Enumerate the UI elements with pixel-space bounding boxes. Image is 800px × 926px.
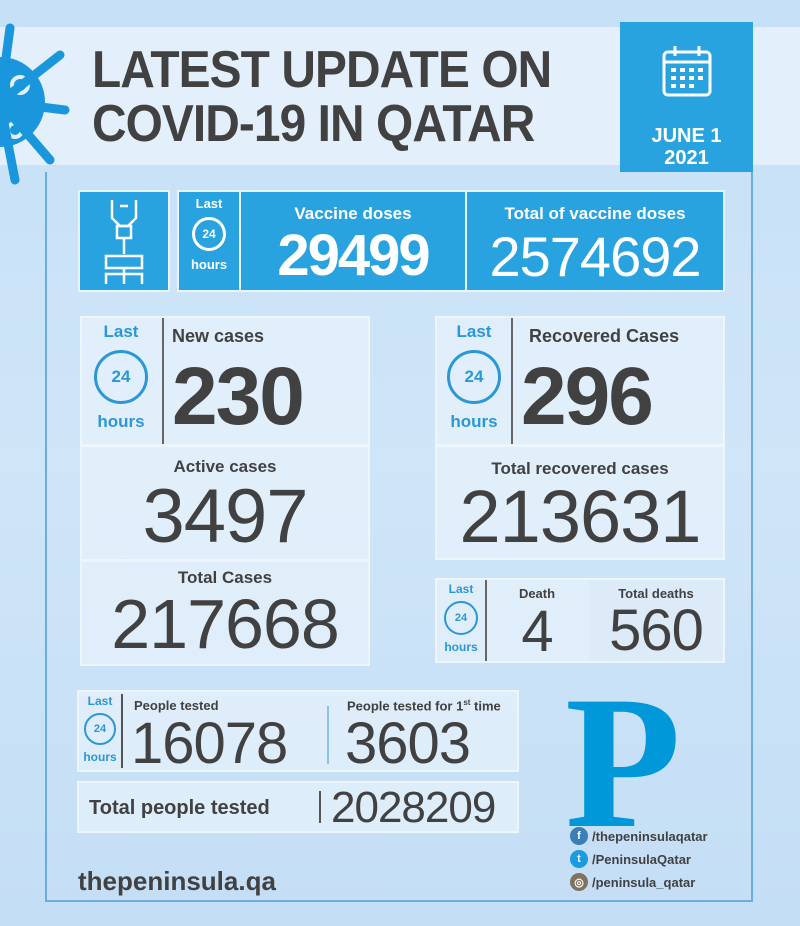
vaccine-total-value: 2574692 <box>489 225 701 288</box>
twitter-link[interactable]: t/PeninsulaQatar <box>570 850 691 868</box>
vaccine-daily-box: Last 24 hours Vaccine doses 29499 <box>177 190 467 292</box>
facebook-handle: /thepeninsulaqatar <box>592 828 708 844</box>
new-cases-box: Last 24 hours New cases 230 <box>80 316 370 446</box>
content-frame <box>45 172 753 902</box>
date-box: JUNE 1 2021 <box>620 22 753 172</box>
divider <box>121 694 123 768</box>
badge-hours: hours <box>444 640 478 654</box>
vaccine-icon-box <box>78 190 170 292</box>
badge-last: Last <box>195 196 223 211</box>
clock-24-icon: 24 <box>447 350 501 404</box>
instagram-icon: ◎ <box>570 873 588 891</box>
calendar-icon <box>662 46 711 97</box>
divider <box>319 791 321 823</box>
death-label: Death <box>518 586 556 601</box>
total-cases-label: Total Cases <box>177 568 273 587</box>
total-cases-box: Total Cases 217668 <box>80 560 370 666</box>
tests-box: Last 24 hours People tested 16078 People t… <box>77 690 519 776</box>
total-deaths-value: 560 <box>609 598 704 663</box>
last-24-badge: Last 24 hours <box>79 694 121 764</box>
clock-24-icon: 24 <box>94 350 148 404</box>
title-line-1: LATEST UPDATE ON <box>92 41 552 99</box>
deaths-box: Last 24 hours Death 4 Total deaths 560 <box>435 578 725 664</box>
first-time-value: 3603 <box>345 711 471 776</box>
people-tested-label: People tested <box>134 698 219 713</box>
new-cases-label: New cases <box>172 326 265 346</box>
badge-hours: hours <box>83 750 117 764</box>
total-tested-box: Total people tested 2028209 <box>77 781 519 833</box>
title-line-2: COVID-19 IN QATAR <box>92 95 535 153</box>
recovered-box: Last 24 hours Recovered Cases 296 <box>435 316 725 446</box>
clock-24-icon: 24 <box>444 601 478 635</box>
peninsula-logo: P <box>565 658 682 868</box>
twitter-icon: t <box>570 850 588 868</box>
first-time-label-text: People tested for 1 <box>347 698 464 714</box>
divider <box>327 706 329 764</box>
vaccine-daily-label: Vaccine doses <box>294 204 412 223</box>
vaccine-total-label: Total of vaccine doses <box>504 204 686 223</box>
total-cases-value: 217668 <box>111 585 340 663</box>
total-recovered-box: Total recovered cases 213631 <box>435 445 725 560</box>
virus-icon <box>0 23 70 185</box>
instagram-handle: /peninsula_qatar <box>592 874 696 890</box>
divider <box>511 318 513 444</box>
badge-last: Last <box>448 582 474 596</box>
last-24-badge: Last 24 hours <box>437 322 511 432</box>
badge-hours: hours <box>190 257 228 272</box>
badge-last: Last <box>87 694 113 708</box>
total-recovered-label: Total recovered cases <box>491 459 669 478</box>
last-24-badge: Last 24 hours <box>437 582 485 654</box>
people-tested-value: 16078 <box>131 711 288 776</box>
total-tested-value: 2028209 <box>331 783 496 832</box>
page-title: LATEST UPDATE ON COVID-19 IN QATAR <box>92 41 552 153</box>
active-cases-value: 3497 <box>142 474 308 559</box>
recovered-label: Recovered Cases <box>529 326 680 346</box>
last-24-badge: Last 24 hours <box>179 192 241 290</box>
instagram-link[interactable]: ◎/peninsula_qatar <box>570 873 695 891</box>
facebook-icon: f <box>570 827 588 845</box>
vaccine-total-box: Total of vaccine doses 2574692 <box>465 190 725 292</box>
divider <box>485 580 487 661</box>
date-day: JUNE 1 <box>651 125 722 147</box>
total-deaths-cell: Total deaths 560 <box>589 580 723 661</box>
twitter-handle: /PeninsulaQatar <box>592 851 691 867</box>
badge-last: Last <box>103 322 139 341</box>
badge-hours: hours <box>450 412 498 431</box>
active-cases-box: Active cases 3497 <box>80 445 370 561</box>
total-deaths-label: Total deaths <box>618 586 694 601</box>
first-time-suffix: time <box>470 698 501 714</box>
first-time-sup: st <box>463 698 471 707</box>
vaccine-daily-value: 29499 <box>277 223 430 288</box>
facebook-link[interactable]: f/thepeninsulaqatar <box>570 827 708 845</box>
recovered-value: 296 <box>521 351 654 442</box>
active-cases-label: Active cases <box>173 457 277 476</box>
date-year: 2021 <box>664 147 709 169</box>
clock-24-icon: 24 <box>192 217 226 251</box>
badge-hours: hours <box>97 412 145 431</box>
first-time-label: People tested for 1st time <box>347 698 501 713</box>
total-tested-label: Total people tested <box>89 797 270 819</box>
syringe-icon <box>104 200 144 284</box>
divider <box>162 318 164 444</box>
new-cases-value: 230 <box>172 351 305 442</box>
clock-24-icon: 24 <box>84 713 116 745</box>
last-24-badge: Last 24 hours <box>82 322 160 432</box>
badge-last: Last <box>456 322 492 341</box>
website-link[interactable]: thepeninsula.qa <box>78 866 276 896</box>
death-value: 4 <box>521 599 553 664</box>
total-recovered-value: 213631 <box>459 475 702 558</box>
